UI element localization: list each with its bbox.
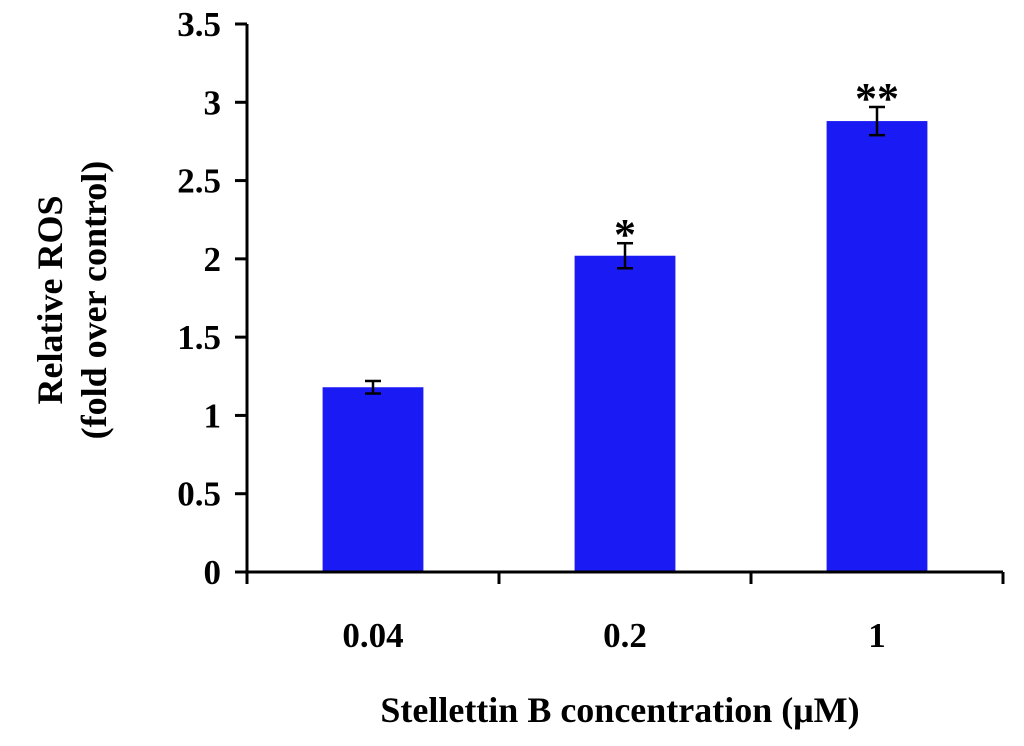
- error-bars: [365, 105, 885, 395]
- significance-marker: *: [614, 210, 636, 259]
- y-tick-label: 1.5: [177, 318, 221, 357]
- significance-markers: ***: [614, 74, 899, 259]
- bars: [322, 121, 928, 573]
- y-axis-title-line-2: (fold over control): [74, 161, 114, 440]
- y-tick-label: 0.5: [177, 475, 221, 514]
- y-tick-label: 2.5: [177, 162, 221, 201]
- significance-marker: **: [855, 74, 899, 123]
- y-tick-label: 0: [204, 553, 222, 592]
- bar: [826, 121, 928, 573]
- y-tick-label: 1: [204, 396, 222, 435]
- y-tick-label: 2: [204, 240, 222, 279]
- bar: [322, 387, 424, 572]
- y-axis-ticks: 0 0.5 1 1.5 2 2.5 3 3.5: [177, 5, 247, 592]
- x-axis-title: Stellettin B concentration (μM): [380, 690, 859, 730]
- y-axis-title-line-1: Relative ROS: [30, 196, 70, 405]
- y-tick-label: 3: [204, 83, 222, 122]
- bar: [574, 255, 676, 572]
- y-axis-title: Relative ROS (fold over control): [30, 161, 114, 440]
- x-tick-label: 0.04: [342, 616, 403, 655]
- x-axis-ticks: 0.04 0.2 1: [245, 572, 1005, 655]
- x-tick-label: 1: [868, 616, 886, 655]
- x-tick-label: 0.2: [603, 616, 647, 655]
- y-tick-label: 3.5: [177, 5, 221, 44]
